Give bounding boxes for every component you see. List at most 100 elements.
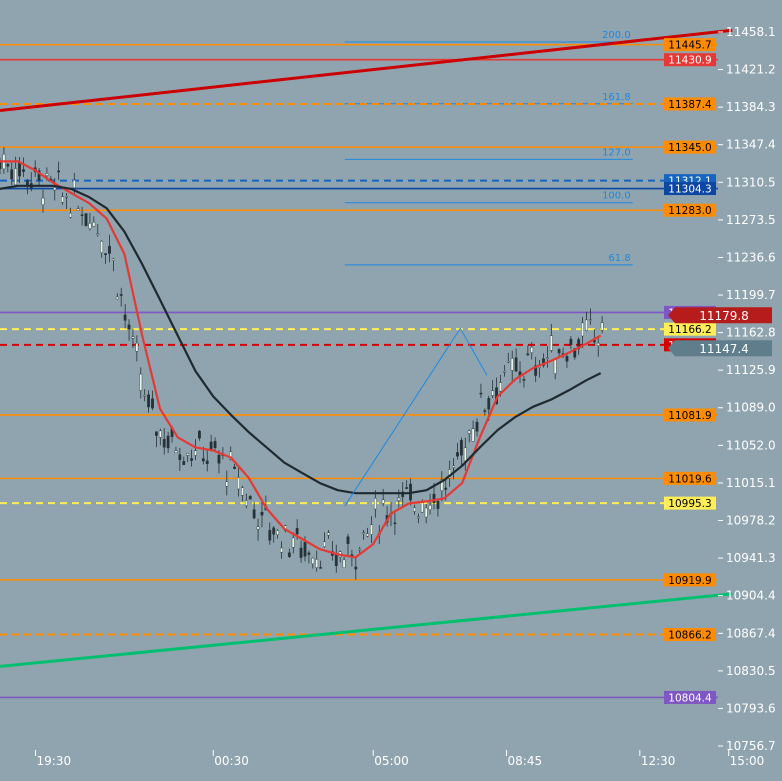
candle-body — [479, 392, 483, 395]
candle-body — [57, 170, 61, 173]
moving-average-line — [0, 160, 602, 559]
candle-body — [565, 356, 569, 362]
time-axis-label: 12:30 — [641, 754, 676, 768]
level-price-label: 11304.3 — [668, 184, 711, 196]
price-axis-label: 11125.9 — [726, 363, 776, 377]
candle-body — [440, 479, 444, 491]
price-axis-label: 11052.0 — [726, 438, 776, 452]
candle-body — [459, 439, 463, 456]
trendline — [0, 592, 733, 668]
candle-body — [370, 524, 373, 535]
current-price-label: 11179.8 — [699, 309, 749, 323]
candle-body — [139, 373, 143, 391]
candle-body — [581, 322, 584, 337]
candle-body — [233, 466, 236, 469]
candle-body — [147, 394, 150, 408]
candle-body — [546, 357, 549, 360]
candle-body — [0, 160, 2, 169]
candle-body — [225, 481, 229, 487]
candle-body — [381, 499, 385, 504]
candle-body — [549, 335, 553, 351]
candle-body — [428, 505, 432, 510]
candle-body — [424, 507, 428, 518]
candle-body — [569, 338, 573, 345]
horizontal-levels[interactable] — [0, 43, 718, 699]
candle-body — [589, 319, 592, 321]
candle-body — [158, 430, 162, 438]
candle-body — [108, 245, 111, 254]
candle-body — [201, 458, 205, 462]
time-axis-label: 05:00 — [374, 754, 409, 768]
candle-body — [131, 336, 135, 339]
candle-body — [166, 435, 170, 449]
level-price-label: 10804.4 — [668, 692, 712, 704]
candle-body — [585, 319, 588, 331]
candle-body — [506, 361, 510, 363]
candle-body — [413, 507, 416, 512]
fibonacci-extension[interactable]: 200.0 161.8 127.0 100.0 61.8 — [344, 30, 633, 266]
candle-body — [182, 461, 186, 465]
price-axis-label: 10756.7 — [726, 739, 776, 753]
price-axis-label: 11273.5 — [726, 213, 776, 227]
time-axis[interactable]: 19:30 00:30 05:00 08:45 12:30 15:00 — [35, 750, 765, 768]
candle-body — [186, 452, 190, 456]
candle-body — [491, 390, 495, 396]
candle-body — [41, 197, 45, 205]
candle-body — [217, 454, 221, 464]
candle-body — [256, 526, 260, 530]
level-price-label: 11445.7 — [668, 40, 711, 52]
fib-level-label: 100.0 — [602, 191, 631, 202]
candle-body — [334, 554, 338, 567]
candle-body — [248, 496, 252, 500]
current-price-tag — [668, 307, 772, 324]
level-price-tag — [664, 38, 716, 52]
candle-body — [436, 500, 440, 509]
level-price-tag — [664, 471, 716, 485]
candle-body — [577, 339, 581, 350]
candle-body — [276, 530, 280, 535]
time-axis-label: 08:45 — [508, 754, 543, 768]
price-axis-label: 11015.1 — [726, 476, 776, 490]
trendlines[interactable] — [0, 28, 733, 668]
price-axis-label: 11162.8 — [726, 326, 776, 340]
price-axis-label: 10941.3 — [726, 551, 776, 565]
time-axis-label: 19:30 — [37, 754, 72, 768]
price-axis-label: 10867.4 — [726, 626, 776, 640]
candle-body — [311, 557, 315, 564]
candle-body — [287, 552, 291, 557]
candle-body — [127, 324, 131, 330]
candle-body — [174, 450, 178, 453]
candle-body — [401, 491, 405, 498]
candle-body — [303, 542, 307, 557]
candle-body — [61, 196, 64, 203]
candle-body — [346, 536, 350, 544]
fib-level-label: 200.0 — [602, 30, 631, 41]
zigzag-lines[interactable] — [344, 327, 488, 507]
candle-body — [100, 241, 104, 253]
candle-body — [194, 450, 197, 456]
price-axis-label: 11384.3 — [726, 100, 776, 114]
candle-body — [342, 559, 346, 568]
price-axis[interactable]: 11458.1 11421.2 11384.3 11347.4 11310.5 11273… — [718, 25, 776, 753]
level-price-tag — [664, 140, 716, 154]
candle-body — [280, 547, 283, 553]
candle-body — [72, 179, 76, 188]
price-axis-label: 11089.0 — [726, 401, 776, 415]
candle-body — [151, 398, 154, 409]
zigzag-line — [344, 327, 488, 507]
candle-body — [416, 516, 420, 519]
candle-body — [315, 559, 319, 568]
candle-body — [358, 548, 362, 551]
level-price-tag — [664, 628, 716, 642]
candle-body — [534, 365, 538, 376]
candle-body — [178, 454, 182, 461]
candle-body — [123, 314, 127, 321]
candle-body — [96, 233, 100, 236]
level-price-label: 10866.2 — [668, 630, 711, 642]
level-price-tag — [664, 182, 716, 196]
fib-level-label: 61.8 — [608, 253, 630, 264]
price-axis-label: 11347.4 — [726, 138, 776, 152]
level-price-label: 10919.9 — [668, 575, 711, 587]
